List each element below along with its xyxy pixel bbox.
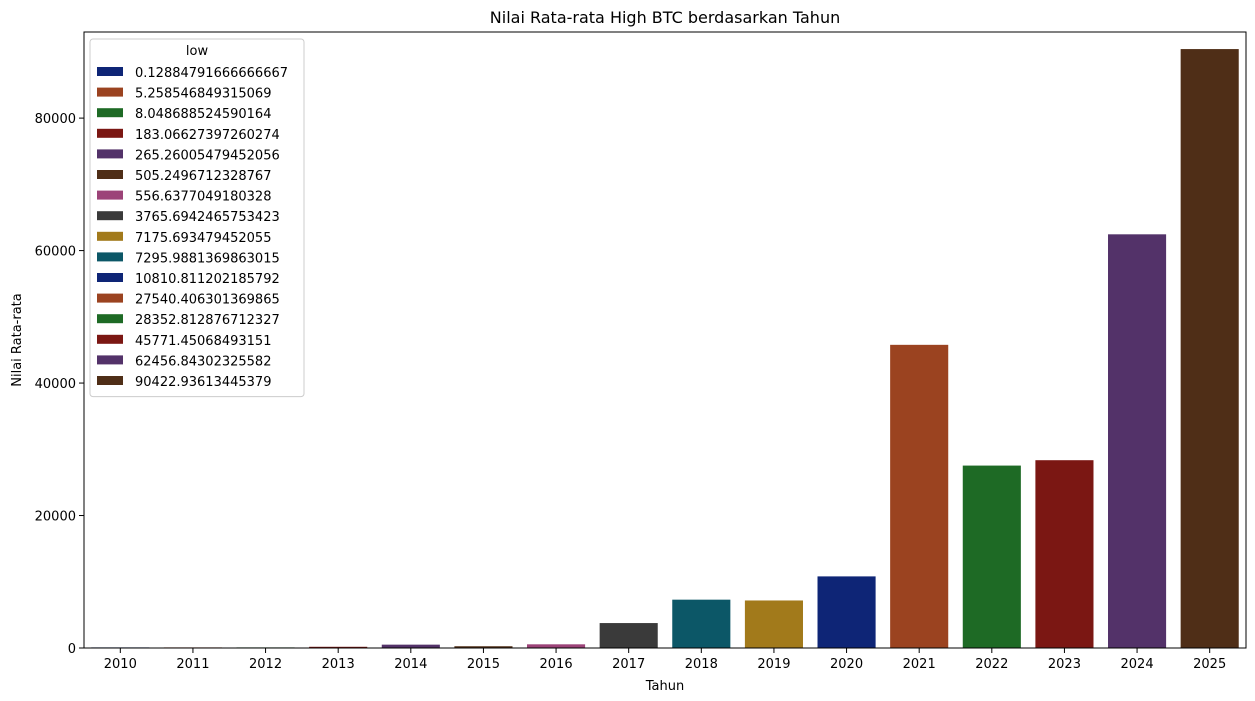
bar-2014 [381,644,440,648]
bar-2020 [817,576,876,648]
bar-2025 [1180,49,1239,648]
x-tick-label: 2022 [975,657,1008,672]
plot-area [91,49,1239,648]
bar-2017 [599,623,658,648]
x-tick-label: 2015 [467,657,500,672]
bar-2023 [1035,460,1094,648]
legend-label: 8.048688524590164 [135,107,271,122]
legend-swatch [97,376,123,385]
x-tick-label: 2014 [394,657,427,672]
x-tick-label: 2021 [903,657,936,672]
legend-swatch [97,170,123,179]
bar-2021 [890,344,949,648]
legend-swatch [97,334,123,344]
bar-2019 [744,600,803,648]
legend-label: 62456.84302325582 [135,354,271,369]
legend-label: 7295.9881369863015 [135,251,280,266]
x-tick-label: 2010 [104,657,137,672]
legend-swatch [97,355,123,365]
bar-2018 [672,599,731,648]
y-axis-label: Nilai Rata-rata [10,293,25,387]
legend-label: 5.258546849315069 [135,87,271,102]
legend-frame [89,38,305,398]
legend-label: 10810.811202185792 [135,272,280,287]
legend-label: 3765.6942465753423 [135,210,280,225]
plot-frame [83,31,1247,649]
x-axis-label: Tahun [645,679,684,694]
legend-swatch [97,67,123,76]
y-tick-label: 60000 [35,245,76,260]
chart-title: Nilai Rata-rata High BTC berdasarkan Tah… [490,8,840,27]
legend-label: 183.06627397260274 [135,128,280,143]
legend-label: 0.12884791666666667 [135,66,288,81]
y-axis: 0 20000 40000 60000 80000 [35,112,84,657]
x-tick-label: 2016 [540,657,573,672]
y-tick-label: 0 [68,642,76,657]
x-tick-label: 2020 [830,657,863,672]
legend-swatch [97,149,123,159]
legend-swatch [97,231,123,241]
legend-label: 90422.93613445379 [135,375,271,390]
legend-swatch [97,314,123,324]
legend-swatch [97,87,123,97]
legend-swatch [97,190,123,200]
legend-swatch [97,108,123,118]
x-tick-label: 2018 [685,657,718,672]
legend-label: 45771.45068493151 [135,334,271,349]
y-tick-label: 20000 [35,510,76,525]
bar-2013 [309,646,368,648]
legend-label: 505.2496712328767 [135,169,271,184]
legend-swatch [97,128,123,138]
legend-swatch [97,273,123,282]
legend-swatch [97,252,123,262]
x-tick-label: 2019 [757,657,790,672]
legend-label: 28352.812876712327 [135,313,280,328]
x-tick-label: 2011 [176,657,209,672]
x-tick-label: 2012 [249,657,282,672]
legend-label: 27540.406301369865 [135,293,280,308]
y-tick-label: 80000 [35,112,76,127]
x-tick-label: 2024 [1121,657,1154,672]
bar-2016 [527,644,586,648]
legend-label: 7175.693479452055 [135,231,271,246]
legend-label: 265.26005479452056 [135,148,280,163]
legend-swatch [97,211,123,221]
x-axis: 2010 2011 2012 2013 2014 2015 2016 2017 2018 2019… [104,648,1226,672]
legend: low 0.12884791666666667 5.258546849315069 8… [89,38,305,398]
legend-swatch [97,293,123,303]
x-tick-label: 2025 [1193,657,1226,672]
x-tick-label: 2017 [612,657,645,672]
x-tick-label: 2023 [1048,657,1081,672]
bar-2022 [962,465,1021,648]
legend-title: low [186,44,209,59]
legend-label: 556.6377049180328 [135,190,271,205]
y-tick-label: 40000 [35,377,76,392]
bar-2015 [454,646,513,648]
bar-2024 [1108,234,1167,648]
x-tick-label: 2013 [322,657,355,672]
